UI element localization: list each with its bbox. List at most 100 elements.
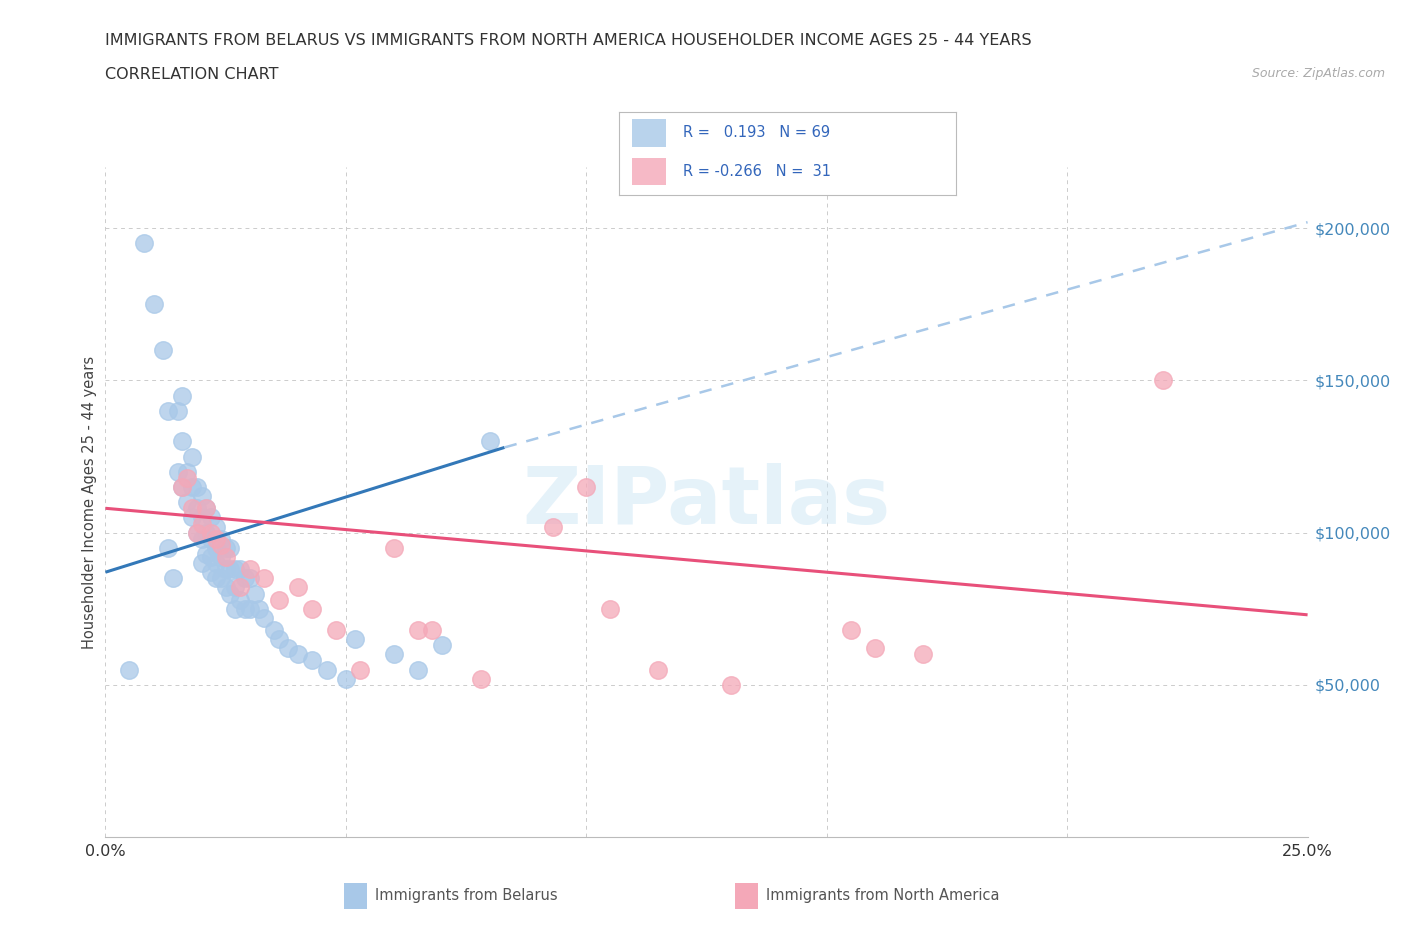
Point [406,662,429,677]
Point [186,525,208,540]
Text: R =   0.193   N = 69: R = 0.193 N = 69 [683,126,830,140]
Point [430,638,453,653]
Point [176,464,198,479]
Point [233,571,256,586]
Point [205,531,228,546]
Point [209,538,232,552]
Point [176,495,198,510]
Point [349,662,371,677]
Point [287,647,309,662]
Point [181,510,204,525]
Point [190,531,212,546]
Point [200,510,222,525]
Point [243,586,266,601]
Point [156,404,179,418]
Point [205,555,228,570]
Point [172,480,194,495]
Point [224,602,246,617]
Point [287,580,309,595]
Point [214,562,236,577]
Point [470,671,492,686]
Text: Immigrants from Belarus: Immigrants from Belarus [375,888,558,903]
Point [209,531,232,546]
Point [219,540,242,555]
Text: Source: ZipAtlas.com: Source: ZipAtlas.com [1251,67,1385,80]
Bar [633,157,666,185]
Point [209,550,232,565]
Point [1152,373,1174,388]
Point [229,562,252,577]
Point [152,342,174,357]
Point [181,480,204,495]
Point [200,531,222,546]
Text: Immigrants from North America: Immigrants from North America [766,888,1000,903]
Point [239,562,262,577]
Point [422,622,444,637]
Point [214,540,236,555]
Point [263,622,285,637]
Point [195,501,218,516]
Point [239,571,262,586]
Point [325,622,347,637]
Point [132,236,155,251]
Point [911,647,934,662]
Point [344,631,367,646]
Point [239,602,262,617]
Point [118,662,141,677]
Point [267,592,290,607]
Point [863,641,886,656]
Point [335,671,357,686]
Point [186,480,208,495]
Point [181,501,204,516]
Point [156,540,179,555]
Text: CORRELATION CHART: CORRELATION CHART [105,67,278,82]
Point [172,434,194,449]
Point [186,501,208,516]
Text: ZIPatlas: ZIPatlas [523,463,890,541]
Point [195,547,218,562]
Point [205,571,228,586]
Point [214,550,236,565]
Point [541,519,564,534]
Point [172,388,194,403]
Point [315,662,337,677]
Point [219,562,242,577]
Point [253,610,276,625]
Point [190,488,212,503]
Point [190,510,212,525]
Point [233,602,256,617]
Point [176,471,198,485]
Point [575,480,598,495]
Point [224,580,246,595]
Point [205,540,228,555]
Point [195,525,218,540]
Point [186,525,208,540]
Point [229,592,252,607]
Point [839,622,862,637]
Text: IMMIGRANTS FROM BELARUS VS IMMIGRANTS FROM NORTH AMERICA HOUSEHOLDER INCOME AGES: IMMIGRANTS FROM BELARUS VS IMMIGRANTS FR… [105,33,1032,47]
Point [181,449,204,464]
Point [172,480,194,495]
Point [205,519,228,534]
Y-axis label: Householder Income Ages 25 - 44 years: Householder Income Ages 25 - 44 years [82,355,97,649]
Point [142,297,165,312]
Point [214,580,236,595]
Point [166,464,188,479]
Point [209,571,232,586]
Point [301,653,323,668]
Point [219,586,242,601]
Point [382,540,405,555]
Point [647,662,669,677]
Point [479,434,502,449]
Point [195,501,218,516]
Bar [633,119,666,147]
Point [599,602,621,617]
Text: R = -0.266   N =  31: R = -0.266 N = 31 [683,164,831,179]
Point [406,622,429,637]
Point [200,525,222,540]
Point [382,647,405,662]
Point [162,571,184,586]
Point [301,602,323,617]
Point [229,580,252,595]
Point [190,516,212,531]
